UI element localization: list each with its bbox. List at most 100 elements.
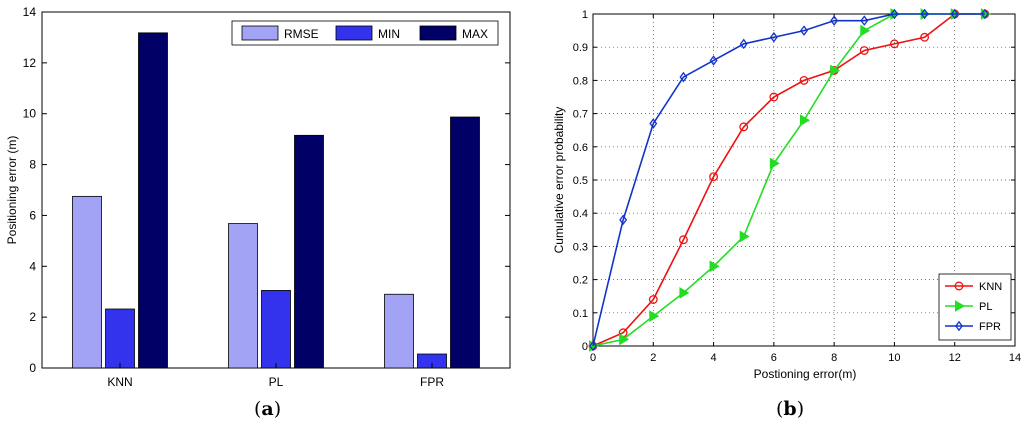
- y-tick-label: 8: [29, 158, 36, 172]
- y-tick-label: 12: [23, 56, 37, 70]
- panel-b-series: [588, 8, 991, 352]
- y-tick-label: 0.2: [573, 275, 588, 287]
- bar-max-knn: [138, 32, 168, 369]
- series-line-knn: [592, 13, 985, 347]
- panel-b-y-axis-label: Cumulative error probability: [552, 107, 566, 254]
- legend-label-knn: KNN: [979, 281, 1002, 293]
- panel-b-legend: KNN PL FPR: [938, 273, 1012, 341]
- y-tick-label: 10: [23, 107, 37, 121]
- y-tick-label: 0: [29, 361, 36, 375]
- point-pl: [860, 24, 871, 37]
- panel-a-y-axis-label: Positioning error (m): [5, 136, 19, 245]
- y-tick-label: 1: [582, 9, 588, 21]
- point-fpr: [950, 8, 959, 20]
- panel-a-caption: (a): [254, 398, 282, 420]
- bar-min-knn: [105, 308, 135, 369]
- panel-a-bar-chart: 0 2 4 6 8 10 12 14 KNN PL FPR Positioning error (…: [5, 5, 511, 389]
- x-tick-label: 0: [590, 352, 596, 364]
- bar-max-fpr: [450, 116, 480, 369]
- point-pl: [679, 287, 690, 299]
- y-tick-label: 0.6: [573, 142, 588, 154]
- point-fpr: [589, 340, 597, 352]
- y-tick-label: 4: [29, 259, 36, 273]
- y-tick-label: 0.8: [573, 75, 588, 87]
- point-fpr: [890, 8, 899, 20]
- panel-a-bars: [72, 32, 480, 369]
- panel-b-ticks: 0 2 4 6 8 10 12 14 0 0.1 0.2 0.3 0.4 0.5 0.6 0.7 0.8 0.9 1: [573, 9, 1021, 364]
- bar-rmse-knn: [72, 195, 102, 369]
- panel-b-x-axis-label: Postioning error(m): [754, 367, 857, 381]
- point-knn: [889, 39, 899, 49]
- point-pl: [769, 157, 780, 170]
- x-tick-label: KNN: [107, 375, 132, 389]
- series-fpr: [589, 8, 989, 352]
- point-pl: [739, 230, 750, 243]
- y-tick-label: 0.4: [573, 208, 588, 220]
- y-tick-label: 2: [29, 310, 36, 324]
- legend-label-max: MAX: [462, 27, 488, 41]
- panel-b-line-chart: 0 2 4 6 8 10 12 14 0 0.1 0.2 0.3 0.4 0.5 0.6 0.7 0.8 0.9 1…: [552, 8, 1021, 381]
- legend-marker-fpr: [955, 320, 963, 332]
- x-tick-label: PL: [269, 375, 284, 389]
- x-tick-label: FPR: [420, 375, 444, 389]
- x-tick-label: 8: [831, 352, 837, 364]
- legend-marker-knn: [954, 281, 964, 291]
- point-fpr: [860, 15, 869, 26]
- legend-label-rmse: RMSE: [284, 27, 319, 41]
- series-line-fpr: [592, 13, 985, 347]
- x-tick-label: 12: [949, 352, 961, 364]
- point-knn: [859, 46, 869, 55]
- point-knn: [739, 122, 749, 132]
- legend-swatch-rmse: [241, 25, 279, 41]
- legend-label-pl: PL: [979, 301, 992, 313]
- y-tick-label: 14: [23, 5, 37, 19]
- bar-min-pl: [261, 290, 291, 369]
- panel-a-caption-letter: a: [261, 398, 274, 420]
- point-pl: [800, 114, 810, 127]
- point-fpr: [769, 31, 778, 43]
- bar-rmse-pl: [228, 223, 258, 369]
- panel-a-legend: RMSE MIN MAX: [231, 20, 499, 46]
- y-tick-label: 0.9: [573, 42, 588, 54]
- point-pl: [649, 310, 660, 322]
- legend-marker-pl: [955, 300, 965, 312]
- point-fpr: [709, 55, 718, 66]
- point-fpr: [920, 8, 929, 20]
- x-tick-label: 4: [711, 352, 717, 364]
- bar-rmse-fpr: [384, 293, 414, 369]
- point-fpr: [980, 8, 989, 20]
- y-tick-label: 0.7: [573, 109, 588, 121]
- point-fpr: [800, 25, 808, 36]
- bar-max-pl: [294, 134, 324, 369]
- point-fpr: [830, 15, 839, 26]
- legend-swatch-max: [419, 25, 457, 41]
- point-knn: [709, 172, 719, 182]
- legend-label-fpr: FPR: [979, 321, 1001, 333]
- point-knn: [769, 92, 779, 102]
- point-knn: [799, 75, 809, 85]
- x-tick-label: 6: [771, 352, 777, 364]
- point-knn: [648, 295, 658, 304]
- point-fpr: [649, 118, 658, 129]
- y-tick-label: 0.3: [573, 241, 588, 253]
- x-tick-label: 2: [650, 352, 656, 364]
- point-pl: [830, 64, 841, 77]
- point-knn: [920, 32, 930, 42]
- legend-swatch-min: [335, 25, 373, 41]
- panel-a-x-ticks: KNN PL FPR: [107, 363, 444, 389]
- y-tick-label: 0.1: [573, 308, 588, 320]
- legend-label-min: MIN: [378, 27, 400, 41]
- point-knn: [678, 235, 688, 245]
- panel-b-caption: (b): [776, 398, 805, 420]
- point-pl: [619, 333, 630, 346]
- panel-a-y-ticks: 0 2 4 6 8 10 12 14: [23, 5, 510, 375]
- panel-b-caption-letter: b: [783, 398, 797, 420]
- point-pl: [709, 260, 720, 273]
- point-fpr: [679, 71, 688, 83]
- x-tick-label: 10: [888, 352, 900, 364]
- y-tick-label: 0: [582, 341, 588, 353]
- point-fpr: [619, 214, 628, 226]
- y-tick-label: 6: [29, 208, 36, 222]
- legend-box: [938, 273, 1012, 341]
